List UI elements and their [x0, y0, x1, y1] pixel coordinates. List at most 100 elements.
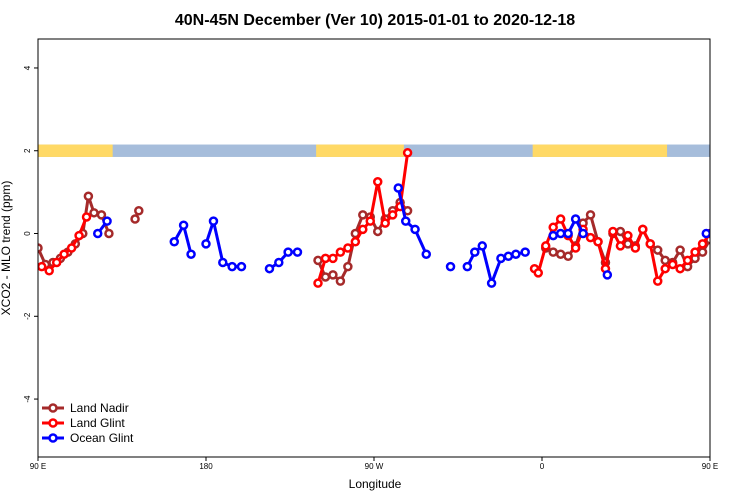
land-glint-point-2-20 [675, 263, 685, 274]
ocean-glint-point-9-0 [701, 228, 710, 239]
x-tick-label-2: 90 W [365, 462, 384, 471]
land-nadir-point-0-8 [89, 208, 99, 218]
ocean-glint-point-6-7 [520, 247, 530, 257]
land-glint-point-1-9 [380, 218, 390, 228]
land-glint-point-2-2 [540, 241, 551, 251]
land-glint-point-2-25 [714, 216, 721, 223]
land-nadir-point-3-6 [585, 210, 596, 220]
ocean-glint-point-6-2 [477, 241, 488, 251]
land-glint-point-2-22 [690, 247, 700, 257]
ocean-glint-point-3-2 [283, 247, 293, 257]
land-nadir-point-2-6 [358, 210, 368, 220]
land-nadir-point-2-0 [313, 255, 323, 266]
land-nadir-point-3-24 [721, 193, 728, 200]
ocean-glint-line-3 [268, 250, 298, 270]
y-tick-label-0: -4 [23, 395, 32, 403]
ocean-glint-point-7-2 [563, 228, 573, 239]
ocean-glint-point-2-3 [227, 261, 237, 272]
legend-label-ocean-glint: Ocean Glint [70, 431, 134, 445]
land-glint-point-0-5 [74, 230, 84, 241]
ocean-glint-point-0-0 [92, 228, 103, 239]
land-glint-point-1-10 [387, 210, 398, 220]
land-glint-point-2-13 [623, 230, 633, 241]
land-nadir-point-3-26 [736, 211, 743, 218]
land-glint-point-1-8 [372, 177, 383, 187]
ocean-glint-point-6-0 [462, 261, 473, 272]
band-land-span-0 [38, 144, 113, 157]
land-nadir-point-3-27 [744, 230, 750, 237]
land-nadir-line-3 [545, 213, 710, 269]
ocean-glint-point-2-1 [208, 216, 219, 226]
x-tick-label-0: 90 E [30, 462, 46, 471]
series-land-nadir [38, 191, 750, 286]
x-tick-label-3: 0 [540, 462, 545, 471]
ocean-glint-point-1-1 [178, 220, 189, 230]
land-nadir-point-3-21 [697, 247, 708, 257]
ocean-glint-point-4-1 [400, 216, 411, 226]
land-glint-point-2-12 [615, 241, 626, 251]
land-glint-point-2-8 [585, 232, 596, 243]
land-nadir-point-1-0 [130, 214, 140, 224]
ocean-glint-point-1-2 [186, 249, 196, 259]
ocean-glint-point-7-3 [570, 214, 581, 224]
land-nadir-point-3-1 [548, 247, 558, 257]
land-nadir-point-2-8 [372, 226, 383, 237]
ocean-glint-point-2-2 [218, 257, 228, 268]
land-glint-point-1-3 [335, 247, 346, 257]
land-nadir-point-2-4 [343, 261, 353, 272]
land-glint-point-2-1 [533, 268, 544, 278]
ocean-glint-point-7-1 [555, 228, 566, 239]
land-glint-point-0-6 [81, 212, 92, 222]
land-glint-point-0-1 [44, 266, 54, 276]
land-glint-point-1-5 [350, 237, 361, 247]
ocean-glint-point-6-1 [470, 247, 480, 257]
land-nadir-point-2-2 [328, 270, 338, 280]
land-nadir-point-3-3 [563, 251, 573, 262]
ocean-glint-point-5-0 [445, 261, 456, 272]
x-tick-label-4: 90 E [702, 462, 718, 471]
land-glint-point-1-2 [328, 253, 338, 264]
ocean-glint-point-2-0 [201, 239, 211, 249]
land-glint-point-1-12 [402, 148, 413, 158]
ocean-glint-point-4-2 [410, 224, 420, 235]
x-tick-label-1: 180 [199, 462, 213, 471]
y-tick-label-2: 0 [23, 231, 32, 236]
landmask-band [38, 144, 710, 157]
ocean-glint-point-3-1 [274, 257, 284, 268]
land-nadir-point-0-9 [96, 210, 107, 220]
legend-marker-land-nadir [48, 403, 58, 413]
land-glint-point-0-2 [51, 257, 62, 268]
ocean-glint-point-4-3 [421, 249, 432, 259]
ocean-glint-point-2-4 [236, 261, 247, 272]
land-nadir-point-2-3 [335, 276, 346, 286]
land-glint-point-2-11 [608, 226, 618, 237]
land-glint-point-1-0 [313, 278, 323, 288]
x-axis: 90 E 180 90 W 0 90 E [30, 457, 718, 471]
band-land-span-2 [532, 144, 668, 157]
y-axis-label: XCO2 - MLO trend (ppm) [0, 181, 13, 316]
land-nadir-point-1-1 [134, 206, 144, 216]
y-axis: -4 -2 0 2 4 [23, 65, 38, 403]
land-nadir-point-2-1 [320, 272, 331, 282]
land-nadir-point-3-18 [675, 245, 685, 255]
land-glint-point-2-23 [697, 239, 708, 249]
land-nadir-point-3-25 [729, 209, 736, 216]
ocean-glint-point-1-0 [169, 237, 180, 247]
ocean-glint-point-3-3 [292, 247, 303, 257]
land-nadir-point-3-16 [660, 255, 670, 266]
ocean-glint-point-8-0 [602, 270, 613, 280]
land-glint-point-2-9 [593, 237, 603, 247]
ocean-glint-point-6-4 [496, 253, 506, 264]
land-nadir-point-3-10 [615, 226, 626, 237]
x-axis-label: Longitude [349, 477, 402, 491]
y-tick-label-4: 4 [23, 65, 32, 70]
land-glint-point-1-6 [358, 224, 368, 235]
land-glint-point-1-7 [365, 216, 376, 226]
land-nadir-point-3-23 [714, 216, 721, 223]
land-glint-point-2-14 [630, 243, 641, 253]
ocean-glint-point-4-0 [393, 183, 404, 193]
land-glint-point-0-0 [38, 261, 47, 272]
series-layer [38, 148, 750, 288]
band-land-span-1 [316, 144, 404, 157]
ocean-glint-point-6-5 [503, 251, 514, 262]
